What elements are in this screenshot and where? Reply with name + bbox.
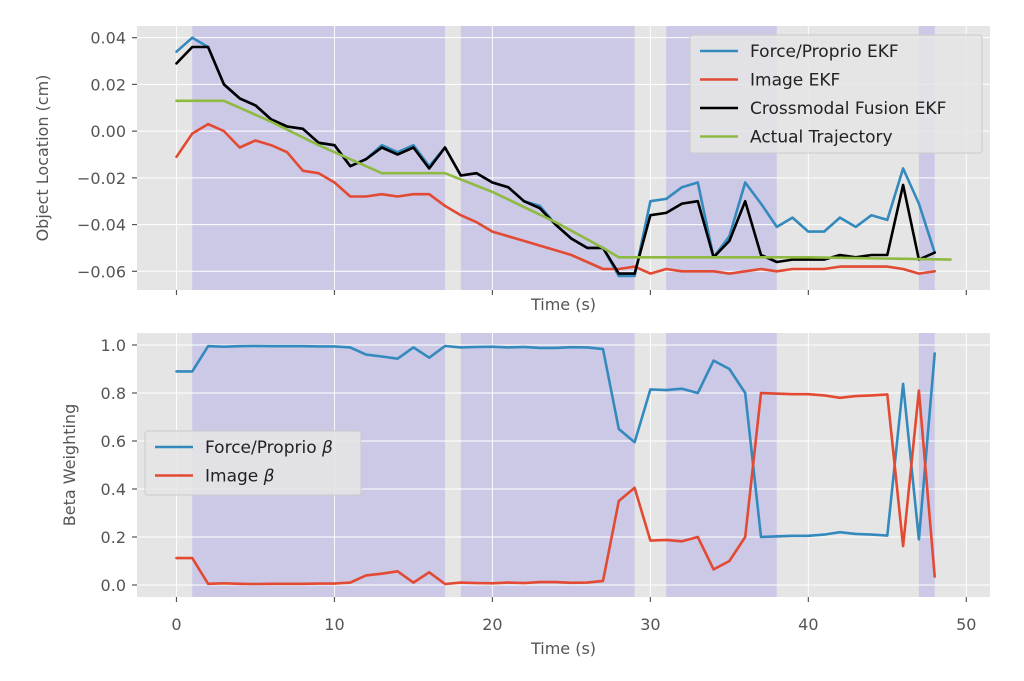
x-tick-label: 20 <box>482 615 502 634</box>
shaded-region <box>460 26 635 290</box>
legend-label: Crossmodal Fusion EKF <box>750 99 946 119</box>
legend-box <box>144 430 362 496</box>
y-tick-label: 0.00 <box>90 122 126 141</box>
legend-label-text: Force/Proprio <box>205 438 322 458</box>
x-axis-label: Time (s) <box>530 639 596 658</box>
legend-box <box>689 34 983 154</box>
legend-label-symbol: β <box>321 438 333 458</box>
legend-label: Image EKF <box>750 71 840 91</box>
legend-label: Force/Proprio β <box>205 438 333 458</box>
legend-label-symbol: β <box>263 467 275 487</box>
shaded-region <box>460 333 635 597</box>
y-tick-label: 0.04 <box>90 29 126 48</box>
x-tick-label: 10 <box>324 615 344 634</box>
y-axis-label: Beta Weighting <box>60 404 79 526</box>
y-axis-label: Object Location (cm) <box>33 75 52 242</box>
y-tick-label: 1.0 <box>101 336 126 355</box>
x-tick-label: 30 <box>640 615 660 634</box>
x-tick-label: 50 <box>956 615 976 634</box>
x-tick-label: 40 <box>798 615 818 634</box>
shaded-region <box>192 26 446 290</box>
legend-label-text: Image <box>205 467 264 487</box>
shaded-region <box>666 333 777 597</box>
y-tick-label: −0.04 <box>77 216 126 235</box>
y-tick-label: −0.06 <box>77 262 126 281</box>
x-tick-label: 0 <box>171 615 181 634</box>
legend-label: Force/Proprio EKF <box>750 42 899 62</box>
legend-label: Image β <box>205 467 275 487</box>
y-tick-label: 0.8 <box>101 384 126 403</box>
series-line-0 <box>175 344 937 541</box>
y-tick-label: 0.02 <box>90 75 126 94</box>
y-tick-label: 0.2 <box>101 528 126 547</box>
series-line-2 <box>175 45 937 275</box>
y-tick-label: 0.0 <box>101 576 126 595</box>
y-tick-label: 0.4 <box>101 480 126 499</box>
location-chart-panel: 0.04 0.02 0.00 −0.02 −0.04 −0.06 Time (s) Objec… <box>33 26 990 314</box>
x-axis-label: Time (s) <box>530 295 596 314</box>
series-line-1 <box>175 122 937 275</box>
legend-label: Actual Trajectory <box>750 128 893 148</box>
series-line-1 <box>175 389 937 586</box>
beta-chart-panel: 0.0 0.2 0.4 0.6 0.8 1.0 0 10 20 30 40 50 Time (s) Bet… <box>60 333 990 658</box>
y-tick-label: 0.6 <box>101 432 126 451</box>
series-line-3 <box>175 99 952 261</box>
y-tick-label: −0.02 <box>77 169 126 188</box>
